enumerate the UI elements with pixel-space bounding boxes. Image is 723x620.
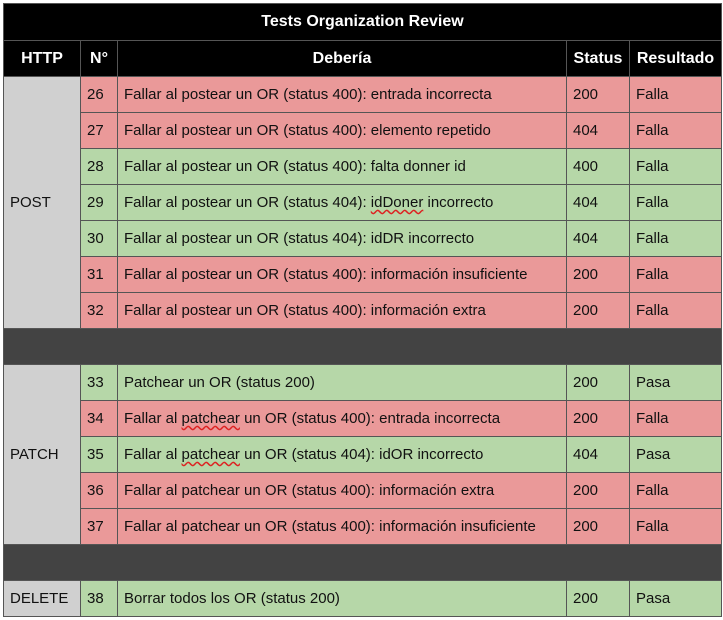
table-row: PATCH 33 Patchear un OR (status 200) 200 Pas… xyxy=(3,364,723,545)
table-row: DELETE 38 Borrar todos los OR (status 200)… xyxy=(3,580,723,617)
test-description-cell: Fallar al postear un OR (status 400): en… xyxy=(117,76,567,113)
test-description-cell: Fallar al postear un OR (status 404): id… xyxy=(117,184,567,221)
status-cell: 200 xyxy=(566,364,630,401)
result-cell: Falla xyxy=(628,112,723,149)
test-number-cell: 29 xyxy=(80,184,118,221)
test-description-cell: Fallar al patchear un OR (status 404): i… xyxy=(117,436,567,473)
test-description-cell: Borrar todos los OR (status 200) xyxy=(117,580,567,617)
table-row: 27 Fallar al postear un OR (status 400): … xyxy=(4,112,723,149)
group-separator-row xyxy=(2,544,723,581)
test-number-cell: 33 xyxy=(80,364,118,401)
test-number-cell: 30 xyxy=(80,220,118,257)
result-cell: Falla xyxy=(628,472,723,509)
table-row: 30 Fallar al postear un OR (status 404): … xyxy=(4,220,723,257)
status-cell: 200 xyxy=(566,580,630,617)
test-description-cell: Fallar al postear un OR (status 400): fa… xyxy=(117,148,567,185)
description-text: Fallar al postear un OR (status 404): xyxy=(124,194,371,211)
test-number-cell: 32 xyxy=(80,292,118,329)
status-cell: 200 xyxy=(566,292,630,329)
table-row: 36 Fallar al patchear un OR (status 400):… xyxy=(4,472,723,509)
table-row: 31 Fallar al postear un OR (status 400): … xyxy=(4,256,723,293)
header-status: Status xyxy=(566,40,630,77)
result-cell: Pasa xyxy=(628,436,723,473)
test-description-cell: Fallar al patchear un OR (status 400): i… xyxy=(117,472,567,509)
header-should: Debería xyxy=(117,40,567,77)
result-cell: Falla xyxy=(628,256,723,293)
status-cell: 200 xyxy=(566,76,630,113)
group-separator-row xyxy=(2,328,723,365)
spellcheck-flagged-word: patchear xyxy=(181,446,240,463)
description-text: Fallar al xyxy=(124,410,182,427)
result-cell: Falla xyxy=(628,508,723,545)
test-description-cell: Fallar al postear un OR (status 400): in… xyxy=(117,292,567,329)
status-cell: 400 xyxy=(566,148,630,185)
table-row: 35 Fallar al patchear un OR (status 404):… xyxy=(4,436,723,473)
http-method-cell: POST xyxy=(3,76,81,329)
status-cell: 200 xyxy=(566,256,630,293)
status-cell: 200 xyxy=(566,472,630,509)
table-title: Tests Organization Review xyxy=(2,3,723,41)
test-number-cell: 37 xyxy=(80,508,118,545)
description-text: Fallar al xyxy=(124,446,182,463)
test-number-cell: 38 xyxy=(80,580,118,617)
test-review-table: Tests Organization Review HTTP N° Deberí… xyxy=(2,3,723,617)
test-number-cell: 26 xyxy=(80,76,118,113)
test-number-cell: 27 xyxy=(80,112,118,149)
test-number-cell: 34 xyxy=(80,400,118,437)
result-cell: Falla xyxy=(628,400,723,437)
title-row: Tests Organization Review xyxy=(2,3,723,41)
http-method-cell: DELETE xyxy=(3,580,81,617)
test-description-cell: Patchear un OR (status 200) xyxy=(117,364,567,401)
test-number-cell: 35 xyxy=(80,436,118,473)
result-cell: Falla xyxy=(628,220,723,257)
test-description-cell: Fallar al postear un OR (status 404): id… xyxy=(117,220,567,257)
test-description-cell: Fallar al postear un OR (status 400): el… xyxy=(117,112,567,149)
result-cell: Pasa xyxy=(628,580,723,617)
header-num: N° xyxy=(80,40,118,77)
test-description-cell: Fallar al postear un OR (status 400): in… xyxy=(117,256,567,293)
separator-cell xyxy=(2,328,723,365)
table-row: 29 Fallar al postear un OR (status 404): … xyxy=(4,184,723,221)
test-description-cell: Fallar al patchear un OR (status 400): e… xyxy=(117,400,567,437)
test-number-cell: 31 xyxy=(80,256,118,293)
description-text: un OR (status 404): idOR incorrecto xyxy=(239,446,484,463)
status-cell: 404 xyxy=(566,184,630,221)
header-result: Resultado xyxy=(628,40,723,77)
result-cell: Falla xyxy=(628,148,723,185)
spellcheck-flagged-word: idDoner xyxy=(370,194,424,211)
test-number-cell: 28 xyxy=(80,148,118,185)
table-row: 28 Fallar al postear un OR (status 400): … xyxy=(4,148,723,185)
result-cell: Pasa xyxy=(628,364,723,401)
table-row: 32 Fallar al postear un OR (status 400): … xyxy=(4,292,723,329)
result-cell: Falla xyxy=(628,76,723,113)
status-cell: 404 xyxy=(566,220,630,257)
header-http: HTTP xyxy=(3,40,81,77)
description-text: un OR (status 400): entrada incorrecta xyxy=(239,410,501,427)
status-cell: 404 xyxy=(566,436,630,473)
table-row: 37 Fallar al patchear un OR (status 400):… xyxy=(4,508,723,545)
spellcheck-flagged-word: patchear xyxy=(181,410,240,427)
status-cell: 200 xyxy=(566,400,630,437)
status-cell: 404 xyxy=(566,112,630,149)
separator-cell xyxy=(2,544,723,581)
test-description-cell: Fallar al patchear un OR (status 400): i… xyxy=(117,508,567,545)
table-row: POST 26 Fallar al postear un OR (status 40… xyxy=(3,76,723,329)
table-row: 34 Fallar al patchear un OR (status 400):… xyxy=(4,400,723,437)
header-row: HTTP N° Debería Status Resultado xyxy=(3,40,723,77)
result-cell: Falla xyxy=(628,292,723,329)
description-text: incorrecto xyxy=(423,194,494,211)
status-cell: 200 xyxy=(566,508,630,545)
test-number-cell: 36 xyxy=(80,472,118,509)
http-method-cell: PATCH xyxy=(3,364,81,545)
result-cell: Falla xyxy=(628,184,723,221)
